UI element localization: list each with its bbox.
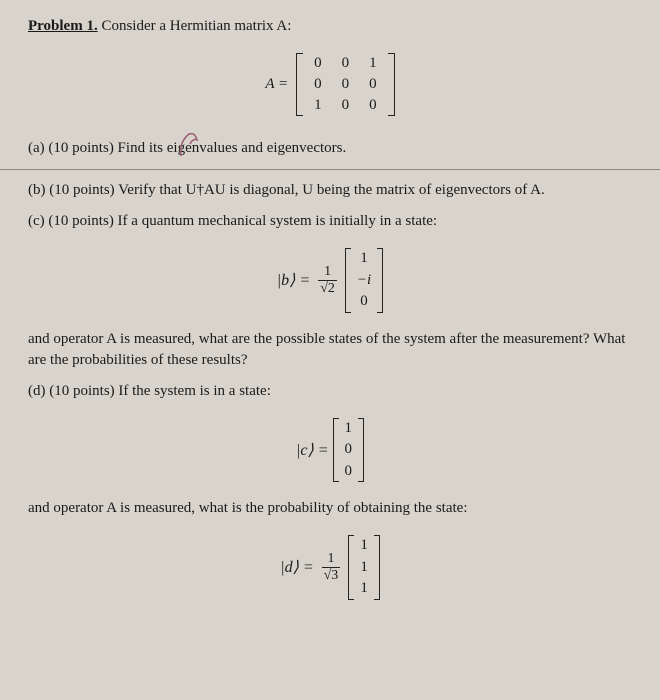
- part-b: (b) (10 points) Verify that U†AU is diag…: [28, 180, 632, 201]
- annotation-mark: [175, 130, 205, 158]
- fraction-d: 1 √3: [322, 551, 341, 584]
- frac-num: 1: [322, 551, 341, 568]
- matrix-cell: 0: [304, 74, 332, 95]
- problem-label: Problem 1.: [28, 18, 98, 34]
- matrix-cell: 0: [359, 74, 387, 95]
- matrix-cell: 0: [332, 53, 360, 74]
- matrix-cell: 0: [332, 95, 360, 116]
- matrix-cell: 0: [332, 74, 360, 95]
- divider-line: [0, 169, 660, 170]
- problem-intro: Consider a Hermitian matrix A:: [98, 18, 292, 34]
- frac-num: 1: [318, 264, 337, 281]
- ket-d-label: |d⟩ =: [280, 557, 313, 577]
- frac-den: √3: [322, 568, 341, 584]
- vector-b-section: |b⟩ = 1 √2 1 −i 0: [28, 248, 632, 313]
- frac-den: √2: [318, 281, 337, 297]
- problem-title: Problem 1. Consider a Hermitian matrix A…: [28, 18, 632, 35]
- part-a: (a) (10 points) Find its eigenvalues and…: [28, 138, 632, 159]
- vector-element: 0: [354, 291, 374, 313]
- vector-d-section: |d⟩ = 1 √3 1 1 1: [28, 535, 632, 600]
- vector-element: 1: [354, 578, 374, 600]
- vector-element: 0: [339, 439, 359, 461]
- matrix-cell: 0: [304, 53, 332, 74]
- matrix-a: 0 0 1 0 0 0 1 0 0: [296, 53, 395, 116]
- matrix-a-label: A =: [265, 76, 288, 93]
- vector-element: 0: [339, 461, 359, 483]
- part-c-cont: and operator A is measured, what are the…: [28, 329, 632, 371]
- matrix-cell: 0: [359, 95, 387, 116]
- vector-b: 1 −i 0: [345, 248, 383, 313]
- vector-d: 1 1 1: [348, 535, 380, 600]
- vector-c: 1 0 0: [333, 418, 365, 483]
- vector-c-section: |c⟩ = 1 0 0: [28, 418, 632, 483]
- vector-element: 1: [354, 535, 374, 557]
- vector-element: 1: [354, 248, 374, 270]
- vector-element: 1: [339, 418, 359, 440]
- part-c: (c) (10 points) If a quantum mechanical …: [28, 211, 632, 232]
- vector-element: −i: [351, 270, 377, 292]
- ket-b-label: |b⟩ =: [277, 270, 310, 290]
- part-d: (d) (10 points) If the system is in a st…: [28, 381, 632, 402]
- matrix-cell: 1: [359, 53, 387, 74]
- matrix-a-section: A = 0 0 1 0 0 0 1 0 0: [28, 53, 632, 116]
- fraction-b: 1 √2: [318, 264, 337, 297]
- vector-element: 1: [354, 557, 374, 579]
- matrix-cell: 1: [304, 95, 332, 116]
- part-d-cont: and operator A is measured, what is the …: [28, 498, 632, 519]
- ket-c-label: |c⟩ =: [296, 440, 329, 460]
